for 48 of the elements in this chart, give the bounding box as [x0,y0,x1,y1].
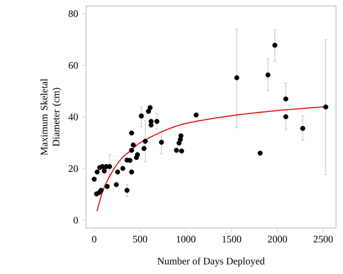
point [323,104,328,110]
point [194,112,199,118]
point [272,42,278,48]
point [234,75,240,80]
y-tick-label: 20 [68,165,78,172]
point [148,122,154,128]
point [129,169,134,174]
point [283,114,288,120]
point [92,176,97,182]
point [283,96,288,102]
x-axis-title: Number of Days Deployed [157,257,265,267]
point [100,164,105,170]
point [258,150,263,156]
point [300,126,306,131]
point [178,133,184,138]
x-tick-label: 1000 [176,236,196,242]
point [141,146,146,151]
point [129,130,134,136]
point [107,164,112,170]
point [130,142,136,148]
y-tick-label: 80 [68,10,78,18]
x-tick-label: 500 [133,236,148,242]
point [104,184,110,189]
y-tick-label: 0 [74,216,78,224]
point [98,188,104,193]
x-tick-label: 0 [92,236,96,242]
point [115,169,120,174]
point [154,118,160,124]
point [179,148,184,154]
point [94,169,100,174]
point [265,72,270,78]
point [102,168,107,174]
point [174,148,179,153]
point [148,105,153,110]
point [138,113,144,118]
y-tick-label: 40 [68,114,78,120]
point [134,152,140,158]
y-axis-title: Maximum Skeletal Diameter (cm) [40,78,62,156]
point [158,140,164,145]
point [142,138,148,144]
y-tick-label: 60 [68,62,78,69]
point [124,188,130,193]
point [120,166,126,171]
point [114,182,119,188]
x-tick-label: 1500 [222,236,242,242]
x-tick-label: 2000 [268,236,287,242]
x-tick-label: 2500 [314,236,333,242]
point [129,148,134,153]
